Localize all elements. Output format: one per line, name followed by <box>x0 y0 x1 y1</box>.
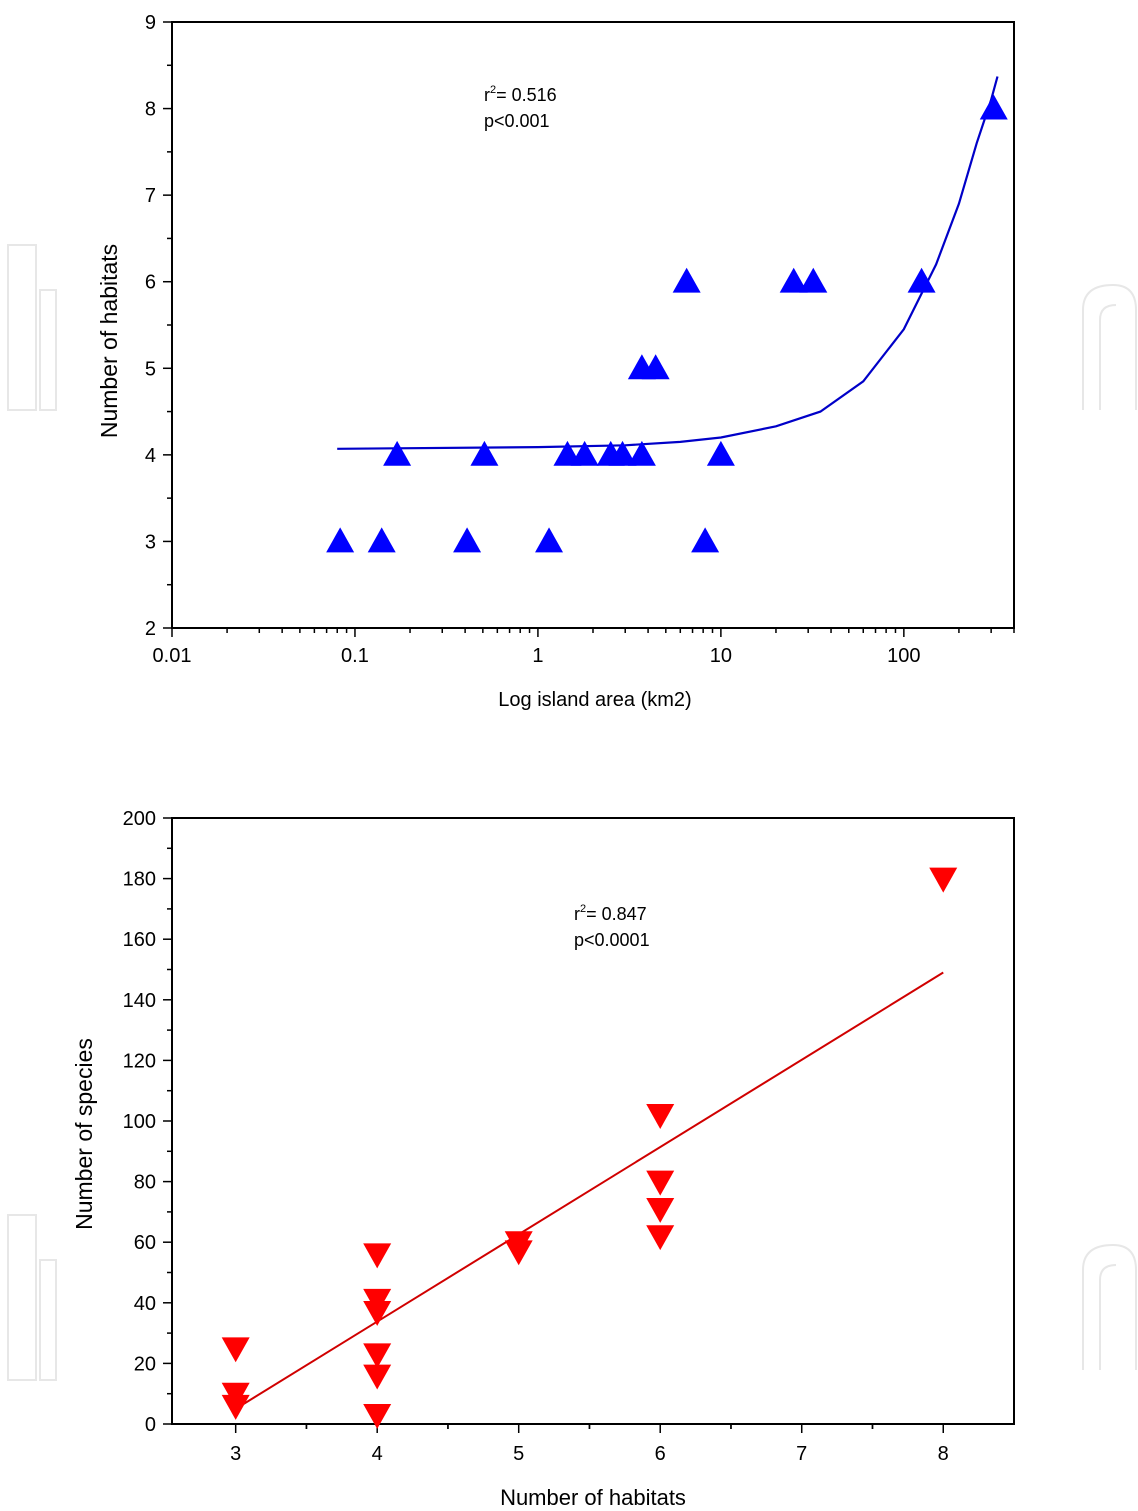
x-tick-label: 5 <box>513 1443 524 1465</box>
y-tick-label: 160 <box>123 929 156 951</box>
data-point-triangle <box>706 440 735 466</box>
y-tick-label: 140 <box>123 990 156 1012</box>
y-tick-label: 0 <box>145 1414 156 1436</box>
y-tick-label: 60 <box>134 1232 156 1254</box>
y-tick-label: 20 <box>134 1353 156 1375</box>
data-point-triangle <box>453 527 482 553</box>
data-point-triangle <box>221 1394 250 1420</box>
data-points <box>326 94 1008 553</box>
data-point-triangle <box>979 94 1008 120</box>
data-point-triangle <box>799 267 828 293</box>
data-point-triangle <box>383 440 412 466</box>
data-point-triangle <box>363 1403 392 1429</box>
x-axis-title: Number of habitats <box>500 1485 686 1510</box>
y-tick-label: 120 <box>123 1050 156 1072</box>
p-value-label: p<0.0001 <box>574 930 650 950</box>
data-point-triangle <box>646 1104 675 1129</box>
y-tick-label: 4 <box>145 445 156 467</box>
y-ticks: 2 3 4 5 6 7 8 9 <box>145 12 172 640</box>
y-tick-label: 2 <box>145 618 156 640</box>
p-value-label: p<0.001 <box>484 111 550 131</box>
data-point-triangle <box>363 1364 392 1390</box>
y-tick-label: 7 <box>145 185 156 207</box>
y-tick-label: 9 <box>145 12 156 34</box>
data-point-triangle <box>907 267 936 293</box>
data-point-triangle <box>646 1170 675 1196</box>
data-point-triangle <box>535 527 564 553</box>
watermark-right-top <box>1082 283 1137 410</box>
data-point-triangle <box>363 1300 392 1326</box>
data-point-triangle <box>221 1337 250 1363</box>
y-tick-label: 100 <box>123 1111 156 1133</box>
data-point-triangle <box>672 267 701 293</box>
x-tick-label: 1 <box>532 645 543 667</box>
data-point-triangle <box>646 1197 675 1223</box>
x-tick-label: 0.01 <box>153 645 192 667</box>
x-axis-title: Log island area (km2) <box>498 689 691 711</box>
watermark-right-bottom <box>1082 1243 1137 1370</box>
y-tick-label: 200 <box>123 808 156 830</box>
habitats-vs-area-chart: 0.01 0.1 1 10 100 2 3 4 5 6 7 8 9 r2= 0.516 p<0.001… <box>96 12 1015 711</box>
y-axis-title: Number of species <box>71 1038 97 1230</box>
data-point-triangle <box>504 1240 533 1266</box>
data-point-triangle <box>608 440 637 466</box>
x-tick-label: 10 <box>710 645 732 667</box>
y-tick-label: 3 <box>145 531 156 553</box>
data-point-triangle <box>470 440 499 466</box>
fit-curve <box>337 76 999 450</box>
y-tick-label: 40 <box>134 1293 156 1315</box>
data-point-triangle <box>646 1225 675 1251</box>
data-point-triangle <box>691 527 720 553</box>
x-tick-label: 6 <box>655 1443 666 1465</box>
x-ticks: 0.01 0.1 1 10 100 <box>153 628 1015 667</box>
y-axis-title: Number of habitats <box>96 244 122 438</box>
data-point-triangle <box>779 267 808 293</box>
data-point-triangle <box>363 1243 392 1269</box>
data-point-triangle <box>627 440 656 466</box>
x-ticks: 3 4 5 6 7 8 <box>230 1424 949 1465</box>
x-tick-label: 100 <box>887 645 920 667</box>
y-tick-label: 5 <box>145 358 156 380</box>
x-tick-label: 0.1 <box>341 645 369 667</box>
r-squared-label: r2= 0.516 <box>484 84 557 105</box>
data-point-triangle <box>929 867 958 893</box>
r-squared-label: r2= 0.847 <box>574 903 647 924</box>
data-point-triangle <box>326 527 355 553</box>
x-tick-label: 3 <box>230 1443 241 1465</box>
watermark-left-top <box>7 244 57 411</box>
data-points <box>221 867 958 1429</box>
data-point-triangle <box>570 440 599 466</box>
y-tick-label: 8 <box>145 99 156 121</box>
data-point-triangle <box>367 527 396 553</box>
y-tick-label: 180 <box>123 869 156 891</box>
x-tick-label: 4 <box>372 1443 383 1465</box>
x-tick-label: 8 <box>938 1443 949 1465</box>
y-ticks: 0 20 40 60 80 100 120 140 160 180 200 <box>123 808 172 1436</box>
data-point-triangle <box>363 1343 392 1369</box>
y-tick-label: 6 <box>145 272 156 294</box>
fit-line <box>235 971 944 1410</box>
y-tick-label: 80 <box>134 1172 156 1194</box>
watermark-left-bottom <box>7 1214 57 1381</box>
data-point-triangle <box>641 354 670 380</box>
x-tick-label: 7 <box>796 1443 807 1465</box>
